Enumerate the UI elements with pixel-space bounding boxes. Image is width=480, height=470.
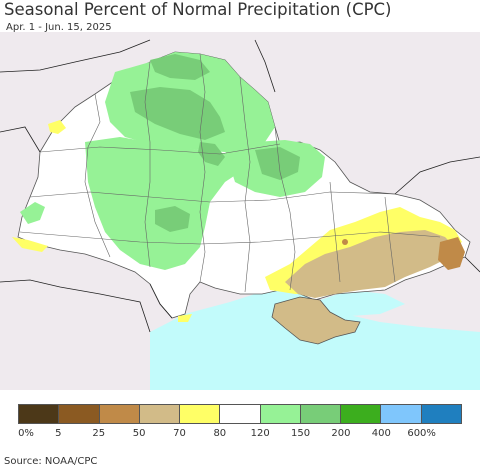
- legend-tick: 80: [213, 428, 227, 439]
- below-normal-spot-south: [178, 314, 192, 322]
- crimea: [271, 296, 361, 345]
- above-normal-area-central: [85, 137, 240, 270]
- below-normal-spot-west-2: [12, 237, 48, 252]
- dry-spot-marker: [342, 239, 348, 245]
- legend-swatch: [300, 405, 342, 423]
- legend-tick: 200: [331, 428, 351, 439]
- below-normal-spot-west-1: [48, 120, 66, 134]
- much-above-normal-patch-5: [155, 206, 190, 232]
- below-normal-area-tan: [285, 230, 455, 298]
- map-date-range: Apr. 1 - Jun. 15, 2025: [6, 22, 112, 33]
- legend-tick: 70: [173, 428, 186, 439]
- sea-of-azov: [320, 290, 405, 316]
- legend-tick: 5: [55, 428, 62, 439]
- oblast-borders: [19, 53, 441, 293]
- legend-tick-labels: 0% 5 25 50 70 80 120 150 200 400 600%: [0, 428, 480, 442]
- much-above-normal-patch-1: [150, 54, 210, 80]
- legend-tick: 0%: [18, 428, 34, 439]
- legend-tick: 400: [371, 428, 391, 439]
- legend-tick: 50: [132, 428, 146, 439]
- much-below-normal-area-east: [438, 237, 465, 270]
- legend-tick: 120: [250, 428, 270, 439]
- data-source: Source: NOAA/CPC: [4, 456, 98, 467]
- much-above-normal-patch-4: [255, 147, 300, 180]
- legend-swatch: [341, 405, 382, 423]
- much-above-normal-patch-2: [130, 87, 225, 140]
- legend-tick: 150: [290, 428, 311, 439]
- precipitation-map: [0, 32, 480, 390]
- legend-tick: 600%: [407, 428, 436, 439]
- country-borders: [0, 39, 480, 333]
- legend-swatch: [381, 405, 422, 423]
- much-above-normal-patch-3: [198, 142, 225, 166]
- above-normal-area-west: [20, 202, 45, 224]
- legend-swatch: [139, 405, 181, 423]
- legend-swatch: [421, 405, 461, 423]
- legend-swatch: [99, 405, 140, 423]
- legend-swatch: [260, 405, 301, 423]
- legend-swatch: [220, 405, 261, 423]
- legend-color-bar: [18, 404, 462, 424]
- legend-tick: 25: [92, 428, 106, 439]
- map-title: Seasonal Percent of Normal Precipitation…: [4, 0, 392, 19]
- legend-swatch: [19, 405, 60, 423]
- legend-swatch: [180, 405, 221, 423]
- legend-swatch: [59, 405, 100, 423]
